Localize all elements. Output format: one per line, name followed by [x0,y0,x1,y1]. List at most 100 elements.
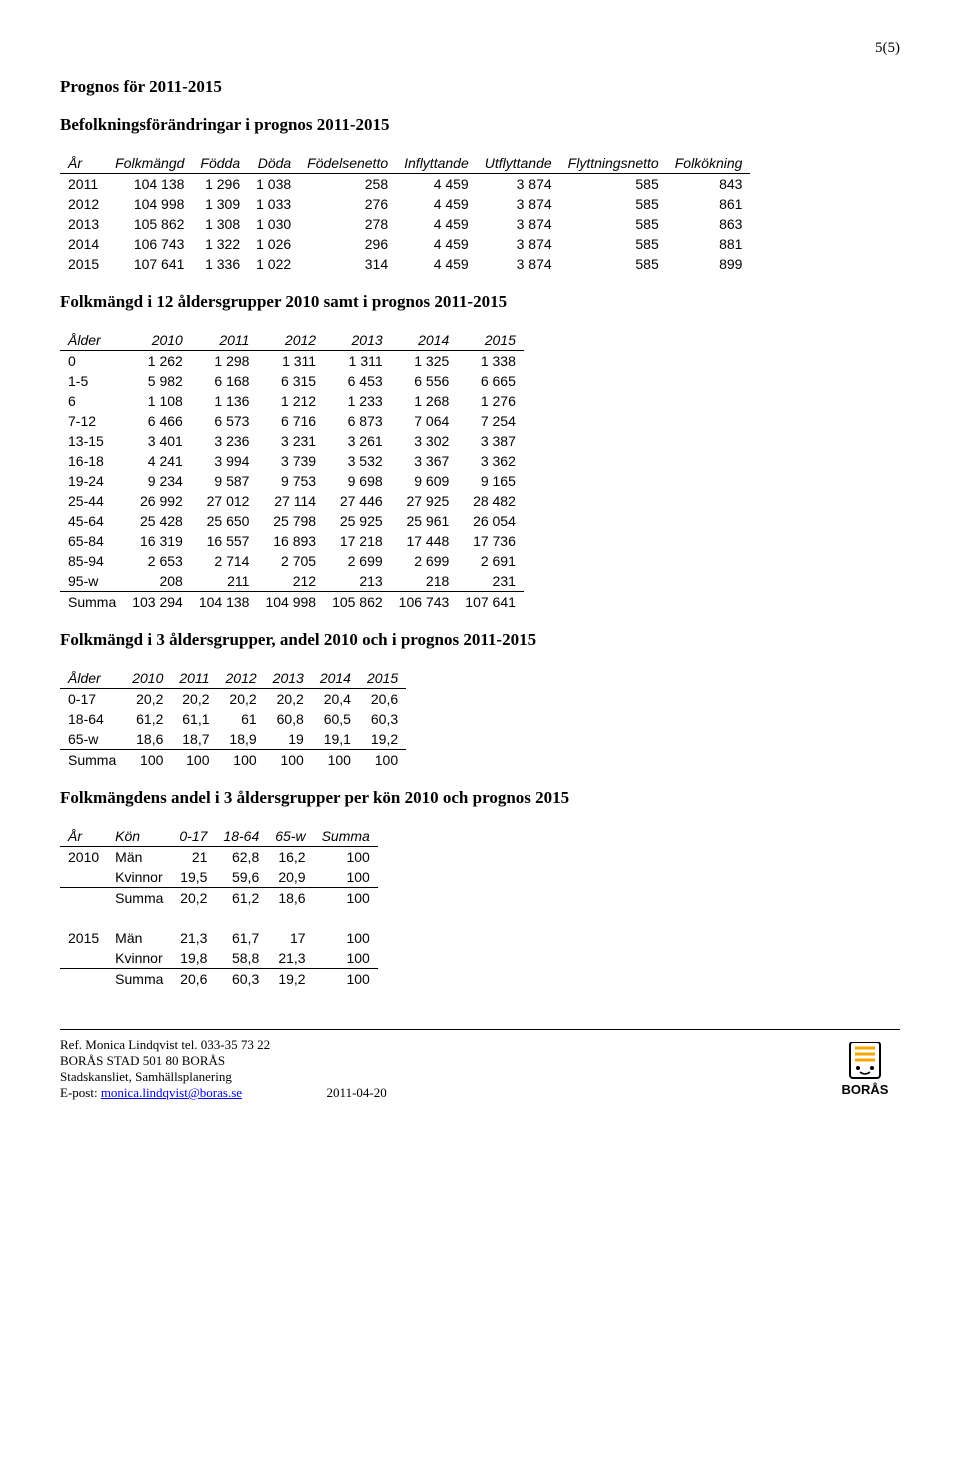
cell: 106 743 [107,234,192,254]
cell: 212 [257,571,324,592]
cell: Män [107,847,171,868]
cell: Summa [107,969,171,990]
cell: 9 698 [324,471,391,491]
cell: 20,9 [267,867,313,888]
cell: 13-15 [60,431,124,451]
footer-dept: Stadskansliet, Samhällsplanering [60,1069,387,1085]
cell: 276 [299,194,396,214]
cell: 1-5 [60,371,124,391]
cell: 3 362 [457,451,524,471]
cell: 19,2 [359,729,406,750]
cell: 1 308 [192,214,248,234]
cell: 2014 [60,234,107,254]
cell: 27 446 [324,491,391,511]
cell: 3 874 [477,194,560,214]
cell: 59,6 [215,867,267,888]
heading-prognos: Prognos för 2011-2015 [60,77,900,97]
cell: 19,2 [267,969,313,990]
cell: 2 699 [324,551,391,571]
year-cell: 2010 [60,847,107,868]
footer-email-link[interactable]: monica.lindqvist@boras.se [101,1085,242,1100]
sum-cell: Summa [60,750,124,771]
cell: 6 873 [324,411,391,431]
col-header: 2010 [124,668,171,689]
cell: 881 [667,234,751,254]
sum-cell: 100 [359,750,406,771]
cell: 4 459 [396,174,477,195]
cell: 6 168 [191,371,258,391]
cell: 863 [667,214,751,234]
cell: 6 573 [191,411,258,431]
cell: 3 302 [391,431,458,451]
cell: 17 [267,928,313,948]
year-cell [60,969,107,990]
cell: 3 261 [324,431,391,451]
col-header: 0-17 [171,826,215,847]
cell: 3 236 [191,431,258,451]
cell: 1 262 [124,351,191,372]
col-header: Ålder [60,668,124,689]
cell: 20,2 [218,689,265,710]
cell: 18-64 [60,709,124,729]
cell: 4 459 [396,214,477,234]
cell: 314 [299,254,396,274]
cell: 278 [299,214,396,234]
col-header: År [60,826,107,847]
table-befolknings: ÅrFolkmängdFöddaDödaFödelsenettoInflytta… [60,153,750,274]
cell: 585 [560,234,667,254]
cell: 9 753 [257,471,324,491]
cell: 27 012 [191,491,258,511]
cell: 3 874 [477,234,560,254]
cell: 0-17 [60,689,124,710]
cell: 211 [191,571,258,592]
col-header: 2012 [257,330,324,351]
cell: 26 992 [124,491,191,511]
col-header: 2015 [457,330,524,351]
col-header: 2014 [391,330,458,351]
col-header: 2013 [324,330,391,351]
cell: 9 587 [191,471,258,491]
cell: 21,3 [171,928,215,948]
cell: 1 276 [457,391,524,411]
cell: 104 998 [107,194,192,214]
cell: 1 311 [324,351,391,372]
cell: 6 315 [257,371,324,391]
cell: 20,4 [312,689,359,710]
cell: 1 325 [391,351,458,372]
heading-befolknings: Befolkningsförändringar i prognos 2011-2… [60,115,900,135]
col-header: Summa [314,826,378,847]
cell: 3 367 [391,451,458,471]
sum-cell: 103 294 [124,592,191,613]
cell: 2 691 [457,551,524,571]
cell: 7-12 [60,411,124,431]
cell: 65-w [60,729,124,750]
cell: 1 108 [124,391,191,411]
cell: 18,9 [218,729,265,750]
col-header: Utflyttande [477,153,560,174]
cell: 3 387 [457,431,524,451]
cell: 899 [667,254,751,274]
sum-cell: 100 [124,750,171,771]
cell: 19,8 [171,948,215,969]
cell: 28 482 [457,491,524,511]
cell: 18,7 [171,729,217,750]
cell: 65-84 [60,531,124,551]
col-header: 2013 [265,668,312,689]
cell: 1 322 [192,234,248,254]
cell: 9 234 [124,471,191,491]
cell: 20,2 [124,689,171,710]
sum-cell: 106 743 [391,592,458,613]
cell: 26 054 [457,511,524,531]
cell: 100 [314,867,378,888]
cell: 1 033 [248,194,299,214]
footer-epost: E-post: monica.lindqvist@boras.se 2011-0… [60,1085,387,1101]
cell: 218 [391,571,458,592]
cell: 25 798 [257,511,324,531]
cell: 61,1 [171,709,217,729]
cell: 25-44 [60,491,124,511]
cell: 585 [560,174,667,195]
col-header: Födda [192,153,248,174]
col-header: 2015 [359,668,406,689]
cell: 1 268 [391,391,458,411]
cell: 19-24 [60,471,124,491]
